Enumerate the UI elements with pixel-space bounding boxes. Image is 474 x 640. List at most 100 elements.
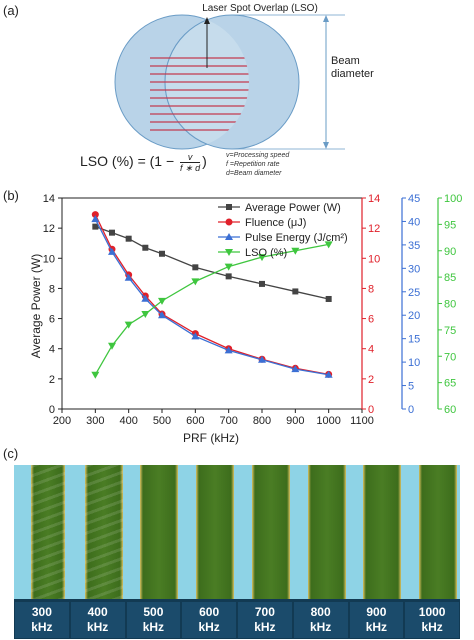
laser-track-stripe [84,465,123,599]
x-tick-label: 500 [153,415,171,427]
average-power-point [259,280,265,287]
fluence-tick-label: 2 [368,374,374,386]
laser-track-stripe [419,465,458,599]
pulse-energy-point [141,294,150,302]
pulse-energy-point [224,346,233,354]
laser-track-photos [14,465,460,639]
lso-formula: LSO (%) = (1 − v f ∗ d ) [80,152,207,173]
photo-column [69,465,126,599]
frequency-label: 800 kHz [293,602,348,638]
frequency-label: 600 kHz [182,602,236,638]
plot-frame [61,197,363,410]
lso-point [141,311,150,319]
lso-point [258,254,266,262]
frequency-label: 1000 kHz [405,602,459,638]
lso-tick-label: 60 [444,404,456,416]
diagram-title: Laser Spot Overlap (LSO) [202,3,318,14]
x-tick-label: 900 [286,415,304,427]
lso-tick-label: 90 [444,246,456,258]
formula-rhs: ) [202,153,207,170]
photo-column [181,465,237,599]
formula-denominator: f ∗ d [180,163,201,173]
laser-track-stripe [307,465,346,599]
frequency-label: 400 kHz [70,602,125,638]
frequency-label: 700 kHz [238,602,292,638]
average-power-point [325,295,332,302]
lso-point [124,321,133,329]
x-tick-label: 800 [253,415,271,427]
frequency-unit: kHz [254,620,276,634]
photo-column [348,465,405,599]
frequency-label: 900 kHz [349,602,404,638]
pulse-energy-tick-label: 30 [408,263,420,275]
panel-c-label: (c) [3,446,19,461]
average-power-point [109,229,115,236]
laser-track-stripe [30,465,65,599]
lso-point [224,263,233,271]
legend-label: Fluence (μJ) [245,217,306,229]
fluence-tick-label: 12 [368,223,380,235]
average-power-point [159,250,165,257]
average-power-point [225,273,232,280]
frequency-unit: kHz [31,620,53,634]
overlap-arrow-head [204,17,210,24]
overlap-diagram: Laser Spot Overlap (LSO) Beam diameter [114,3,374,150]
lso-tick-label: 65 [444,378,456,390]
beam-label-line1: Beam [331,55,360,67]
y-tick-label: 14 [43,193,55,205]
beam-arrow-bottom [323,142,329,149]
pulse-energy-point [324,370,333,378]
y-tick-label: 4 [49,344,55,356]
frequency-label: 500 kHz [126,602,181,638]
legend-diameter: d=Beam diameter [226,170,282,177]
y-tick-label: 2 [49,374,55,386]
laser-track-stripe [196,465,235,599]
average-power-point [192,264,199,271]
pulse-energy-tick-label: 20 [408,310,420,322]
laser-track-stripe [251,465,290,599]
x-tick-label: 1000 [316,415,340,427]
pulse-energy-series-line [94,218,329,376]
frequency-unit: kHz [142,620,165,634]
beam-label-line2: diameter [331,68,374,80]
lso-series-line [94,243,329,376]
y-tick-label: 10 [43,253,55,265]
frequency-unit: kHz [198,620,220,634]
frequency-value: 300 [31,605,52,619]
lso-tick-label: 70 [444,351,456,363]
pulse-energy-tick-label: 45 [408,193,420,205]
legend-marker [225,218,233,226]
average-power-series-line [95,226,329,300]
lso-tick-label: 95 [444,219,456,231]
frequency-unit: kHz [421,620,443,634]
x-tick-label: 1100 [350,415,374,427]
fluence-tick-label: 10 [368,253,380,265]
photo-column [404,465,460,599]
pulse-energy-tick-label: 35 [408,240,420,252]
lso-point [158,297,166,305]
lso-tick-label: 75 [444,325,456,337]
formula-legend: v=Processing speed f =Repetition rate d=… [226,151,289,178]
average-power-point [292,288,299,295]
pulse-energy-point [91,215,100,223]
pulse-energy-point [258,355,266,363]
lso-point [324,241,333,249]
average-power-point [125,235,132,242]
legend-marker [226,204,232,210]
pulse-energy-point [158,311,166,319]
frequency-value: 1000 [418,605,446,619]
average-power-point [142,244,149,251]
frequency-value: 400 [87,605,108,619]
fluence-tick-label: 0 [368,404,374,416]
frequency-value: 600 [199,605,220,619]
x-tick-label: 600 [186,415,204,427]
x-tick-label: 400 [119,415,137,427]
y-tick-label: 0 [49,404,55,416]
pulse-energy-point [108,247,116,255]
frequency-value: 800 [310,605,331,619]
photo-column [14,465,70,599]
x-tick-label: 700 [219,415,237,427]
panel-b-label: (b) [3,188,19,203]
frequency-value: 900 [366,605,387,619]
legend-rate: f =Repetition rate [226,161,280,168]
